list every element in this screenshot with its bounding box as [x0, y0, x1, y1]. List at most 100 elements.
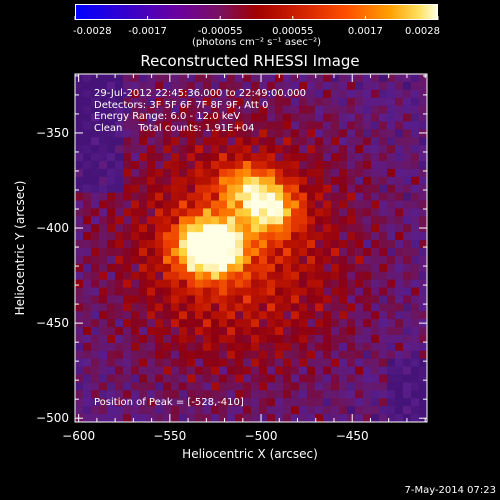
heatmap-cell: [83, 287, 92, 297]
heatmap-cell: [395, 390, 404, 399]
heatmap-cell: [75, 161, 84, 170]
heatmap-cell: [179, 327, 188, 336]
heatmap-cell: [275, 374, 284, 384]
heatmap-cell: [275, 97, 284, 107]
heatmap-cell: [147, 398, 156, 407]
heatmap-cell: [219, 89, 228, 99]
heatmap-cell: [315, 89, 324, 99]
heatmap-cell: [131, 414, 140, 422]
heatmap-cell: [275, 232, 284, 241]
heatmap-cell: [139, 113, 148, 123]
heatmap-cell: [211, 105, 220, 115]
heatmap-cell: [251, 240, 260, 249]
heatmap-cell: [211, 303, 220, 312]
heatmap-cell: [83, 184, 92, 194]
heatmap-cell: [163, 263, 172, 273]
heatmap-cell: [315, 327, 324, 336]
heatmap-cell: [379, 279, 388, 289]
heatmap-cell: [219, 366, 228, 376]
heatmap-cell: [171, 248, 180, 257]
heatmap-cell: [155, 97, 164, 107]
heatmap-cell: [187, 374, 196, 384]
heatmap-cell: [275, 184, 284, 194]
heatmap-cell: [187, 129, 196, 138]
heatmap-cell: [219, 208, 228, 217]
heatmap-cell: [291, 161, 300, 170]
x-tick-label: −450: [336, 429, 369, 443]
heatmap-cell: [243, 287, 252, 297]
heatmap-cell: [99, 248, 108, 257]
heatmap-cell: [163, 240, 172, 249]
heatmap-cell: [267, 414, 276, 422]
heatmap-cell: [179, 74, 188, 83]
heatmap-cell: [219, 358, 228, 368]
heatmap-cell: [211, 113, 220, 123]
heatmap-cell: [299, 311, 308, 320]
heatmap-cell: [323, 168, 332, 178]
heatmap-cell: [227, 216, 236, 225]
heatmap-cell: [371, 145, 380, 154]
heatmap-cell: [195, 97, 204, 107]
heatmap-cell: [363, 137, 372, 146]
heatmap-cell: [155, 366, 164, 376]
heatmap-cell: [371, 287, 380, 297]
heatmap-cell: [211, 176, 220, 186]
heatmap-cell: [211, 390, 220, 399]
heatmap-cell: [139, 153, 148, 162]
heatmap-cell: [187, 74, 196, 83]
heatmap-cell: [99, 176, 108, 186]
heatmap-cell: [99, 406, 108, 415]
heatmap-cell: [91, 358, 100, 368]
heatmap-cell: [75, 232, 84, 241]
heatmap-cell: [139, 121, 148, 130]
heatmap-cell: [155, 271, 164, 281]
heatmap-cell: [155, 224, 164, 233]
heatmap-cell: [379, 350, 388, 360]
heatmap-cell: [235, 295, 244, 304]
heatmap-cell: [283, 176, 292, 186]
heatmap-cell: [275, 105, 284, 115]
heatmap-cell: [251, 255, 260, 265]
heatmap-cell: [339, 358, 348, 368]
heatmap-cell: [299, 184, 308, 194]
heatmap-cell: [163, 390, 172, 399]
heatmap-cell: [123, 161, 132, 170]
heatmap-cell: [259, 153, 268, 162]
heatmap-cell: [211, 406, 220, 415]
heatmap-cell: [331, 105, 340, 115]
heatmap-cell: [419, 287, 427, 297]
heatmap-cell: [83, 406, 92, 415]
heatmap-cell: [107, 279, 116, 289]
heatmap-cell: [155, 263, 164, 273]
heatmap-cell: [99, 382, 108, 391]
heatmap-cell: [251, 184, 260, 194]
heatmap-cell: [347, 232, 356, 241]
heatmap-cell: [411, 382, 420, 391]
heatmap-cell: [419, 232, 427, 241]
heatmap-cell: [363, 319, 372, 328]
heatmap-cell: [339, 129, 348, 138]
heatmap-cell: [299, 287, 308, 297]
heatmap-cell: [99, 303, 108, 312]
heatmap-cell: [187, 121, 196, 130]
heatmap-cell: [91, 303, 100, 312]
heatmap-cell: [251, 311, 260, 320]
heatmap-cell: [171, 390, 180, 399]
heatmap-cell: [251, 335, 260, 344]
heatmap-cell: [99, 145, 108, 154]
heatmap-cell: [83, 208, 92, 217]
heatmap-cell: [187, 97, 196, 107]
heatmap-cell: [299, 342, 308, 352]
heatmap-cell: [123, 145, 132, 154]
heatmap-cell: [283, 335, 292, 344]
heatmap-cell: [107, 374, 116, 384]
heatmap-cell: [259, 311, 268, 320]
heatmap-cell: [371, 216, 380, 225]
heatmap-cell: [195, 295, 204, 304]
heatmap-cell: [139, 200, 148, 210]
heatmap-cell: [339, 263, 348, 273]
heatmap-cell: [411, 335, 420, 344]
heatmap-cell: [371, 232, 380, 241]
heatmap-cell: [219, 390, 228, 399]
heatmap-cell: [155, 382, 164, 391]
